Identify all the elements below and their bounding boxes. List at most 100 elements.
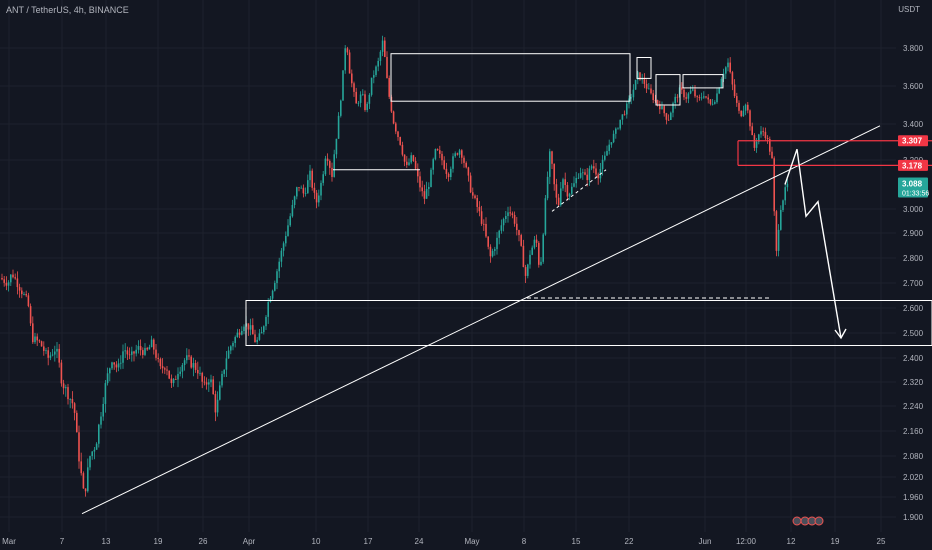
candle-body bbox=[12, 274, 14, 278]
candle-body bbox=[597, 174, 599, 179]
candle-body bbox=[593, 166, 595, 169]
candle-body bbox=[106, 373, 109, 384]
x-tick-label: 10 bbox=[312, 537, 321, 546]
time-axis[interactable]: Mar 7 13 19 26 Apr 10 17 24 May 8 15 22 Jun 12:00 12 19 2… bbox=[2, 537, 886, 546]
candle-body bbox=[109, 368, 111, 374]
y-tick-label: 3.800 bbox=[903, 44, 924, 53]
candle-body bbox=[71, 399, 74, 404]
candle-body bbox=[263, 326, 265, 333]
candle-body bbox=[577, 177, 580, 179]
candle-body bbox=[590, 166, 593, 169]
candle-body bbox=[78, 432, 80, 462]
candle-body bbox=[285, 235, 287, 244]
candle-body bbox=[425, 188, 428, 199]
candle-body bbox=[707, 97, 709, 100]
candle-body bbox=[183, 360, 186, 366]
candle-body bbox=[665, 113, 668, 120]
candle-body bbox=[274, 283, 276, 291]
candle-body bbox=[511, 213, 514, 216]
candle-body bbox=[621, 114, 624, 120]
candle-body bbox=[7, 282, 10, 286]
candle-body bbox=[232, 343, 234, 347]
candle-body bbox=[190, 356, 192, 368]
candle-body bbox=[181, 365, 184, 372]
candle-body bbox=[315, 192, 318, 203]
y-tick-label: 2.800 bbox=[903, 254, 924, 263]
x-tick-label: 12 bbox=[787, 537, 796, 546]
candle-body bbox=[287, 225, 289, 236]
candle-body bbox=[260, 332, 263, 334]
candle-body bbox=[575, 178, 577, 184]
candle-body bbox=[729, 62, 731, 73]
price-labels: 3.307 3.178 3.088 01:33:56 bbox=[792, 135, 929, 526]
x-tick-label: 7 bbox=[60, 537, 65, 546]
candle-body bbox=[546, 176, 549, 199]
candle-body bbox=[553, 163, 555, 185]
candle-body bbox=[513, 215, 516, 224]
candle-body bbox=[654, 100, 657, 101]
candle-body bbox=[318, 195, 320, 203]
candle-body bbox=[582, 172, 584, 174]
candle-body bbox=[753, 135, 756, 148]
ascending-trendline bbox=[81, 125, 881, 515]
support-zone-box bbox=[245, 300, 932, 346]
candle-body bbox=[329, 160, 331, 168]
candle-body bbox=[436, 149, 439, 151]
candle-body bbox=[403, 154, 406, 162]
candle-body bbox=[355, 91, 357, 104]
candle-body bbox=[238, 332, 241, 335]
dashed-trendline bbox=[551, 169, 607, 212]
candle-body bbox=[23, 293, 25, 295]
x-tick-label: May bbox=[464, 537, 479, 546]
candle-body bbox=[390, 96, 393, 112]
candle-body bbox=[516, 223, 518, 231]
candle-body bbox=[230, 346, 232, 351]
y-tick-label: 1.960 bbox=[903, 493, 924, 502]
candle-body bbox=[34, 336, 36, 343]
candle-body bbox=[538, 242, 540, 265]
candle-body bbox=[337, 115, 340, 139]
symbol-info[interactable]: ANT / TetherUS, 4h, BINANCE bbox=[6, 5, 129, 15]
candle-body bbox=[441, 153, 443, 161]
candle-body bbox=[467, 167, 470, 176]
candle-body bbox=[199, 372, 201, 374]
candle-body bbox=[456, 153, 459, 155]
candle-body bbox=[331, 167, 333, 177]
candle-body bbox=[709, 99, 712, 104]
y-tick-label: 3.600 bbox=[903, 82, 924, 91]
projection-arrowhead bbox=[834, 328, 847, 340]
price-axis[interactable]: 1.900 1.960 2.020 2.080 2.160 2.240 2.320 2.400… bbox=[903, 44, 924, 522]
candle-body bbox=[447, 173, 450, 178]
price-label-bg bbox=[898, 135, 928, 147]
candle-body bbox=[47, 350, 49, 358]
candle-body bbox=[639, 72, 641, 80]
candle-body bbox=[758, 134, 760, 142]
candle-body bbox=[102, 403, 104, 417]
y-tick-label: 2.700 bbox=[903, 279, 924, 288]
y-tick-label: 2.160 bbox=[903, 427, 924, 436]
x-tick-label: Apr bbox=[243, 537, 256, 546]
candle-body bbox=[454, 153, 456, 157]
candle-body bbox=[197, 369, 199, 374]
candle-body bbox=[502, 219, 505, 226]
candle-body bbox=[700, 97, 703, 99]
candle-body bbox=[626, 103, 628, 115]
candle-body bbox=[322, 174, 324, 183]
candle-body bbox=[62, 383, 65, 389]
candle-body bbox=[172, 378, 175, 384]
candle-body bbox=[293, 196, 296, 205]
candle-body bbox=[291, 204, 294, 217]
candle-body bbox=[650, 88, 652, 94]
candle-body bbox=[681, 87, 683, 90]
candle-body bbox=[463, 157, 465, 163]
candle-body bbox=[718, 87, 720, 94]
candle-body bbox=[379, 51, 382, 61]
candle-body bbox=[731, 72, 734, 85]
candle-body bbox=[725, 67, 727, 74]
currency-label: USDT bbox=[898, 5, 920, 14]
candle-body bbox=[465, 162, 467, 168]
candle-body bbox=[256, 339, 258, 343]
candle-body bbox=[212, 379, 214, 395]
candle-body bbox=[51, 354, 54, 356]
